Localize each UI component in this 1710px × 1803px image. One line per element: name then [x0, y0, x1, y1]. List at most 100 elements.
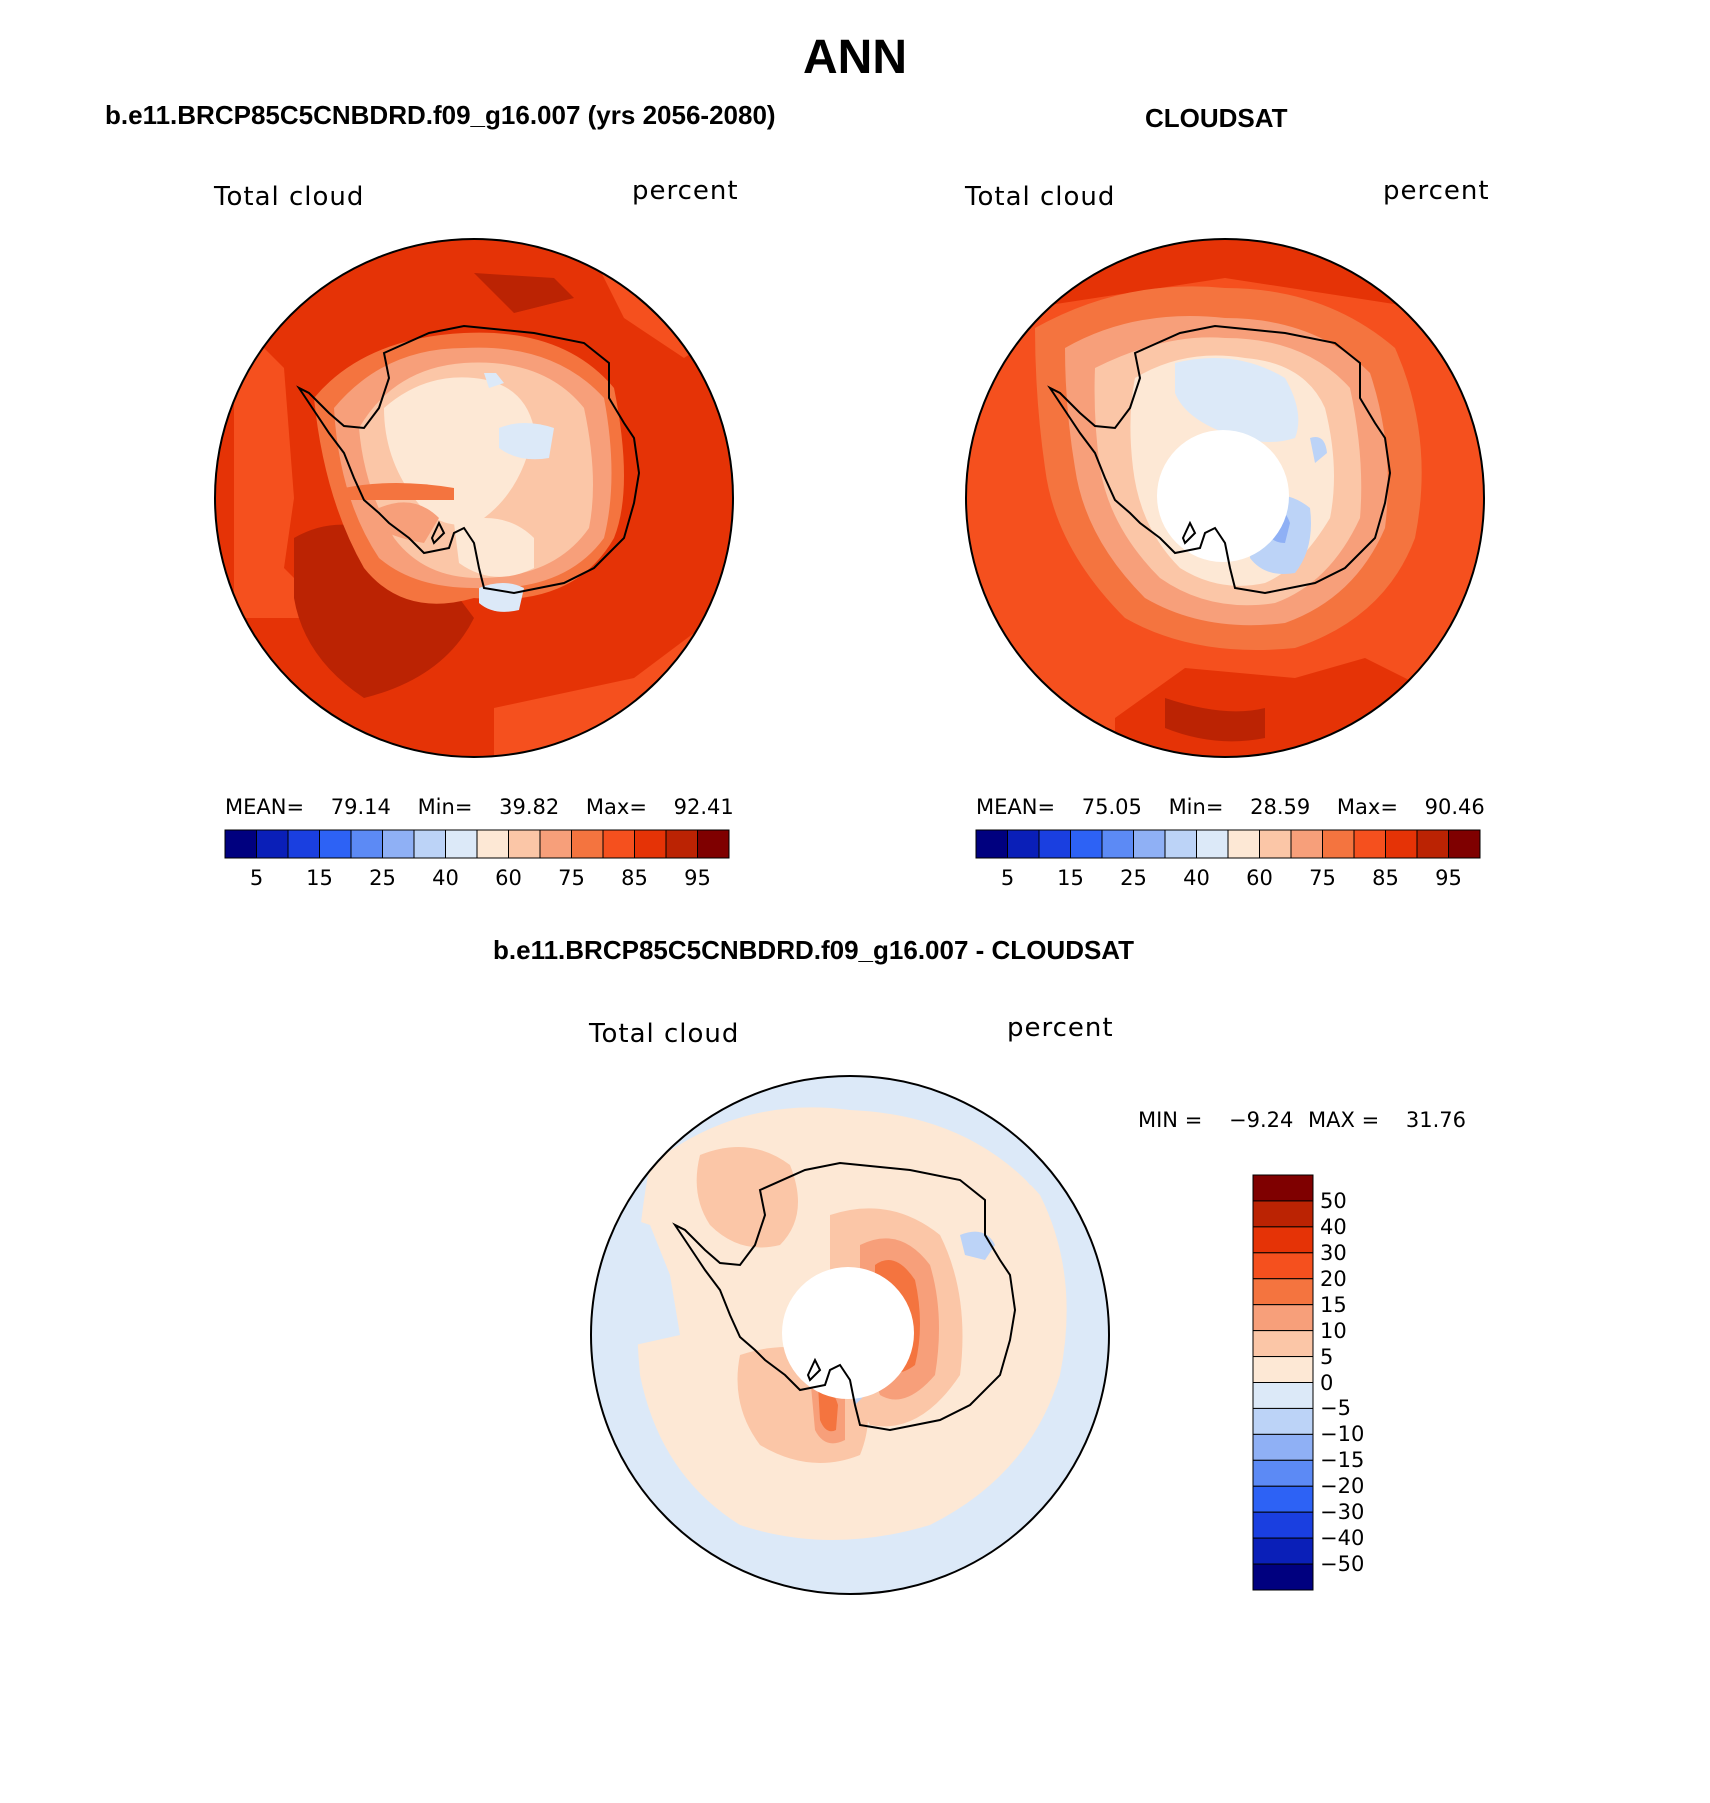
- diff-min-value: −9.24: [1228, 1108, 1294, 1132]
- model-colorbar-swatch: [539, 829, 572, 859]
- diff-colorbar-tick-label: 30: [1320, 1240, 1347, 1265]
- obs-colorbar-swatch: [1353, 829, 1386, 859]
- model-colorbar-swatch: [382, 829, 415, 859]
- obs-colorbar-ticks: 5 15 25 40 60 75 85 95: [976, 866, 1480, 896]
- obs-polar-map: [965, 238, 1485, 758]
- diff-colorbar-tick-label: 5: [1320, 1344, 1334, 1369]
- model-colorbar-swatch: [413, 829, 446, 859]
- obs-colorbar-tick-label: 15: [1057, 866, 1084, 890]
- diff-colorbar-swatch: [1252, 1382, 1314, 1409]
- obs-variable-label: Total cloud: [965, 182, 1116, 212]
- model-max-label: Max=: [585, 795, 647, 819]
- obs-colorbar-tick-label: 75: [1309, 866, 1336, 890]
- diff-colorbar-swatch: [1252, 1330, 1314, 1358]
- model-stats: MEAN= 79.14 Min= 39.82 Max= 92.41: [225, 795, 734, 819]
- obs-colorbar-tick-label: 40: [1183, 866, 1210, 890]
- diff-polar-map: [590, 1075, 1110, 1595]
- model-colorbar-tick-label: 60: [495, 866, 522, 890]
- model-colorbar-tick-label: 95: [684, 866, 711, 890]
- page-title: ANN: [803, 31, 907, 84]
- diff-colorbar-tick-label: 40: [1320, 1214, 1347, 1239]
- diff-colorbar-swatch: [1252, 1459, 1314, 1487]
- obs-colorbar-swatch: [1448, 829, 1481, 859]
- model-max-value: 92.41: [673, 795, 734, 819]
- diff-colorbar-tick-label: 20: [1320, 1266, 1347, 1291]
- diff-max-value: 31.76: [1405, 1108, 1466, 1132]
- model-colorbar-swatch: [319, 829, 352, 859]
- diff-variable-label: Total cloud: [589, 1019, 740, 1049]
- diff-colorbar: [1252, 1174, 1314, 1591]
- diff-panel-title: b.e11.BRCP85C5CNBDRD.f09_g16.007 - CLOUD…: [493, 935, 1135, 965]
- obs-colorbar-swatch: [1290, 829, 1323, 859]
- model-mean-label: MEAN=: [225, 795, 305, 819]
- diff-colorbar-tick-label: −5: [1320, 1396, 1351, 1421]
- model-colorbar-swatch: [224, 829, 257, 859]
- diff-colorbar-swatch: [1252, 1407, 1314, 1435]
- model-colorbar-swatch: [256, 829, 289, 859]
- obs-max-value: 90.46: [1424, 795, 1485, 819]
- obs-colorbar-swatch: [975, 829, 1008, 859]
- diff-colorbar-tick-label: −10: [1320, 1422, 1365, 1447]
- diff-colorbar-swatch: [1252, 1511, 1314, 1539]
- obs-colorbar-swatch: [1385, 829, 1418, 859]
- obs-colorbar-tick-label: 25: [1120, 866, 1147, 890]
- model-colorbar: [224, 829, 730, 859]
- model-colorbar-swatch: [508, 829, 541, 859]
- diff-colorbar-swatch: [1252, 1200, 1314, 1228]
- obs-colorbar-swatch: [1038, 829, 1071, 859]
- obs-colorbar-swatch: [1133, 829, 1166, 859]
- obs-colorbar-swatch: [1196, 829, 1229, 859]
- obs-colorbar-swatch: [1164, 829, 1197, 859]
- diff-colorbar-swatch: [1252, 1433, 1314, 1461]
- model-colorbar-swatch: [602, 829, 635, 859]
- diff-stats: MIN = −9.24 MAX = 31.76: [1138, 1108, 1466, 1132]
- diff-colorbar-tick-label: −30: [1320, 1500, 1365, 1525]
- diff-colorbar-swatch: [1252, 1174, 1314, 1202]
- obs-colorbar-tick-label: 85: [1372, 866, 1399, 890]
- diff-colorbar-swatch: [1252, 1226, 1314, 1254]
- obs-colorbar-swatch: [1416, 829, 1449, 859]
- model-colorbar-swatch: [350, 829, 383, 859]
- diff-colorbar-swatch: [1252, 1563, 1314, 1591]
- obs-colorbar-swatch: [1227, 829, 1260, 859]
- obs-max-label: Max=: [1336, 795, 1398, 819]
- diff-colorbar-tick-label: 50: [1320, 1188, 1347, 1213]
- obs-min-label: Min=: [1168, 795, 1224, 819]
- model-colorbar-swatch: [634, 829, 667, 859]
- obs-colorbar-swatch: [1259, 829, 1292, 859]
- diff-units-label: percent: [1007, 1013, 1114, 1043]
- diff-colorbar-ticks: 50 40 30 20 15 10 5 0 −5 −10 −15 −20 −30 −40 −50: [1320, 1175, 1400, 1590]
- diff-colorbar-swatch: [1252, 1537, 1314, 1565]
- obs-colorbar-swatch: [1070, 829, 1103, 859]
- model-colorbar-swatch: [476, 829, 509, 859]
- diff-min-label: MIN =: [1138, 1108, 1203, 1132]
- diff-colorbar-tick-label: 15: [1320, 1292, 1347, 1317]
- diff-colorbar-swatch: [1252, 1252, 1314, 1280]
- obs-min-value: 28.59: [1250, 795, 1311, 819]
- diff-colorbar-tick-label: −20: [1320, 1474, 1365, 1499]
- obs-colorbar-tick-label: 95: [1435, 866, 1462, 890]
- obs-stats: MEAN= 75.05 Min= 28.59 Max= 90.46: [976, 795, 1485, 819]
- model-panel-title: b.e11.BRCP85C5CNBDRD.f09_g16.007 (yrs 20…: [105, 100, 776, 130]
- diff-colorbar-tick-label: 10: [1320, 1318, 1347, 1343]
- diff-colorbar-tick-label: −40: [1320, 1526, 1365, 1551]
- obs-colorbar-tick-label: 60: [1246, 866, 1273, 890]
- obs-units-label: percent: [1383, 176, 1490, 206]
- model-colorbar-tick-label: 85: [621, 866, 648, 890]
- obs-mean-label: MEAN=: [976, 795, 1056, 819]
- model-variable-label: Total cloud: [214, 182, 365, 212]
- obs-panel-title: CLOUDSAT: [1145, 103, 1288, 133]
- obs-colorbar-swatch: [1101, 829, 1134, 859]
- obs-colorbar: [975, 829, 1481, 859]
- diff-colorbar-swatch: [1252, 1278, 1314, 1306]
- diff-colorbar-swatch: [1252, 1356, 1314, 1383]
- model-min-value: 39.82: [499, 795, 560, 819]
- diff-colorbar-tick-label: −50: [1320, 1552, 1365, 1577]
- diff-colorbar-tick-label: 0: [1320, 1370, 1334, 1395]
- obs-colorbar-tick-label: 5: [1000, 866, 1015, 890]
- obs-colorbar-swatch: [1322, 829, 1355, 859]
- diff-colorbar-tick-label: −15: [1320, 1448, 1365, 1473]
- model-colorbar-ticks: 5 15 25 40 60 75 85 95: [225, 866, 729, 896]
- diff-colorbar-swatch: [1252, 1304, 1314, 1332]
- model-polar-map: [214, 238, 734, 758]
